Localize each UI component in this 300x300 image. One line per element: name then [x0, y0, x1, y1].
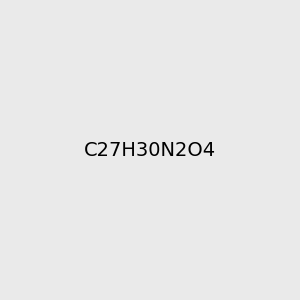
- Text: C27H30N2O4: C27H30N2O4: [84, 140, 216, 160]
